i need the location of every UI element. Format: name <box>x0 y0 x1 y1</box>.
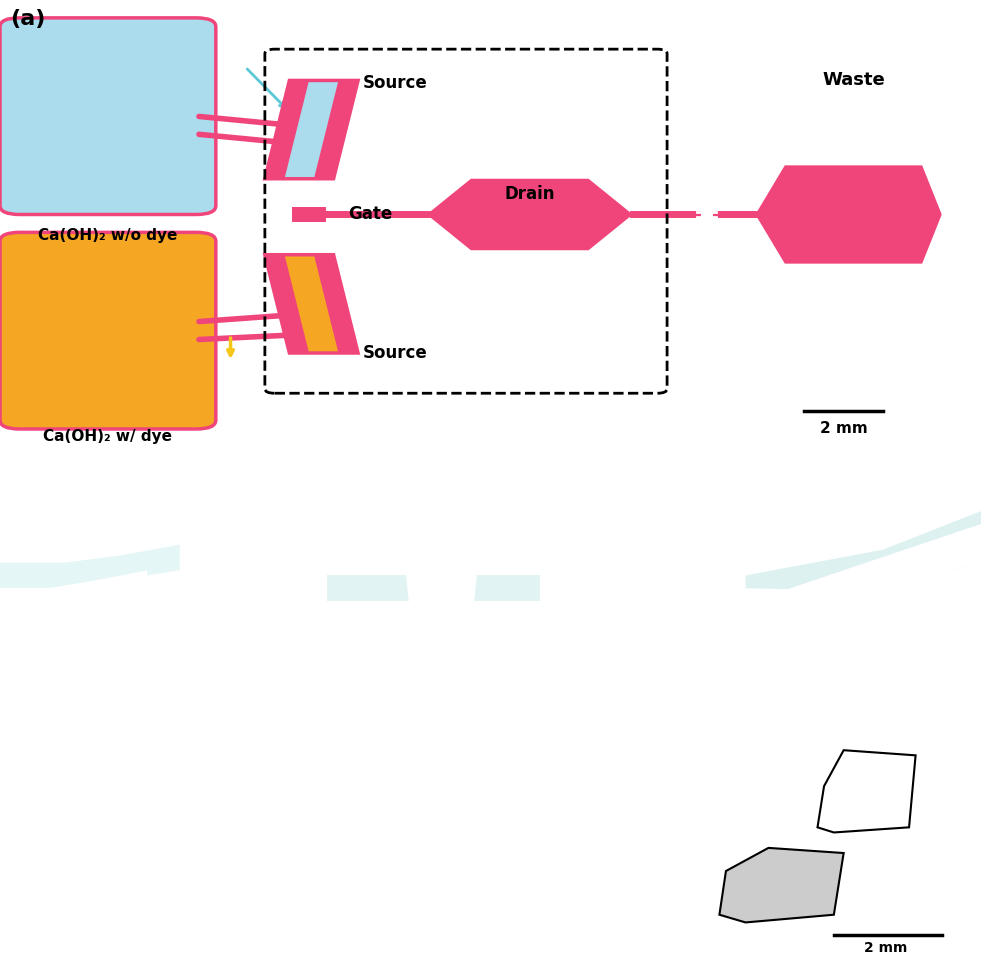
Text: Drain: Drain <box>504 185 555 204</box>
Text: (f): (f) <box>340 712 366 730</box>
FancyArrowPatch shape <box>199 116 286 125</box>
Text: (a): (a) <box>10 9 45 29</box>
FancyBboxPatch shape <box>0 18 216 214</box>
Polygon shape <box>314 255 358 353</box>
FancyArrowPatch shape <box>199 135 286 143</box>
Text: (d): (d) <box>667 455 698 474</box>
Text: 2 mm: 2 mm <box>820 422 867 436</box>
Polygon shape <box>427 179 633 250</box>
Polygon shape <box>719 848 844 923</box>
Text: Ca(OH)₂ w/ dye: Ca(OH)₂ w/ dye <box>43 429 173 444</box>
Text: Ca(OH)₂ w/o dye: Ca(OH)₂ w/o dye <box>38 228 178 243</box>
PathPatch shape <box>392 447 490 602</box>
PathPatch shape <box>654 602 981 703</box>
FancyBboxPatch shape <box>0 233 216 429</box>
Polygon shape <box>265 81 358 179</box>
PathPatch shape <box>0 570 147 703</box>
PathPatch shape <box>327 602 523 703</box>
PathPatch shape <box>746 511 981 591</box>
FancyArrowPatch shape <box>199 335 286 339</box>
Polygon shape <box>425 863 464 901</box>
Polygon shape <box>91 871 130 904</box>
Text: (b): (b) <box>13 455 45 474</box>
Text: 2 mm: 2 mm <box>864 941 907 955</box>
Polygon shape <box>98 760 203 871</box>
Polygon shape <box>265 255 358 353</box>
Text: 0.1 mm: 0.1 mm <box>853 678 912 693</box>
Circle shape <box>0 853 144 961</box>
PathPatch shape <box>327 576 540 602</box>
Polygon shape <box>439 755 542 863</box>
Text: (g): (g) <box>667 712 698 730</box>
Polygon shape <box>755 165 942 263</box>
Text: Gate: Gate <box>348 206 392 224</box>
PathPatch shape <box>0 545 180 588</box>
Circle shape <box>327 853 471 961</box>
FancyArrowPatch shape <box>199 315 286 322</box>
Polygon shape <box>817 751 915 832</box>
Text: (c): (c) <box>340 455 370 474</box>
Text: (e): (e) <box>13 712 44 730</box>
Polygon shape <box>314 81 358 179</box>
Polygon shape <box>265 255 309 353</box>
PathPatch shape <box>752 524 981 606</box>
Text: Waste: Waste <box>822 71 885 89</box>
Text: Source: Source <box>363 344 428 362</box>
Text: Source: Source <box>363 74 428 91</box>
Polygon shape <box>265 81 309 179</box>
